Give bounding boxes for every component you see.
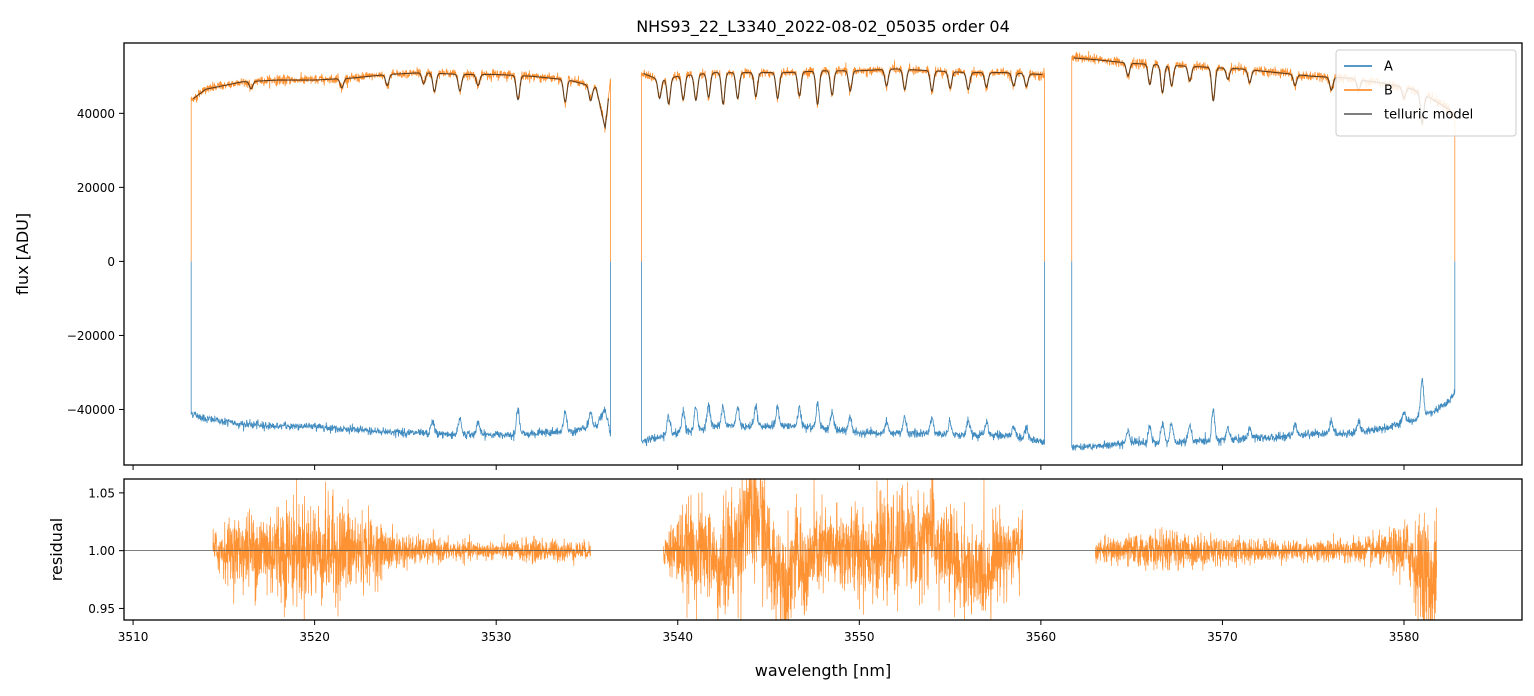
residual-panel: 3510 3520 3530 3540 3550 3560 3570 3580 0.95 1.00… bbox=[47, 478, 1523, 680]
flux-y-axis-label: flux [ADU] bbox=[13, 213, 32, 295]
x-tick-label-3530: 3530 bbox=[481, 630, 512, 644]
series-B-segment-1 bbox=[190, 67, 611, 262]
legend-label-series-a: A bbox=[1384, 60, 1393, 75]
residual-segment-1 bbox=[212, 479, 591, 620]
series-B-segment-2 bbox=[641, 60, 1045, 262]
flux-y-tick-label-0: 0 bbox=[107, 255, 115, 269]
x-tick-label-3510: 3510 bbox=[118, 630, 149, 644]
residual-series-group bbox=[212, 479, 1438, 620]
series-A-segment-1 bbox=[190, 261, 611, 442]
telluric-model-segment-1 bbox=[192, 72, 610, 130]
chart-title: NHS93_22_L3340_2022-08-02_05035 order 04 bbox=[636, 17, 1010, 37]
x-tick-label-3540: 3540 bbox=[662, 630, 693, 644]
residual-segment-3 bbox=[1094, 507, 1438, 620]
telluric-model-segment-2 bbox=[643, 68, 1043, 106]
residual-plot-frame bbox=[123, 478, 1523, 621]
flux-y-tick-label-20000: 20000 bbox=[77, 181, 115, 195]
flux-y-tick-label--40000: −40000 bbox=[67, 403, 115, 417]
residual-y-axis-label: residual bbox=[47, 518, 66, 581]
series-A-segment-2 bbox=[641, 261, 1045, 447]
residual-y-tick-label-1.05: 1.05 bbox=[88, 486, 115, 500]
legend-label-telluric-model: telluric model bbox=[1384, 108, 1473, 123]
residual-axis-ticks: 3510 3520 3530 3540 3550 3560 3570 3580 0.95 1.00… bbox=[88, 486, 1419, 644]
x-tick-label-3570: 3570 bbox=[1207, 630, 1238, 644]
residual-y-tick-label-0.95: 0.95 bbox=[88, 602, 115, 616]
x-tick-label-3560: 3560 bbox=[1026, 630, 1057, 644]
flux-y-tick-label-40000: 40000 bbox=[77, 107, 115, 121]
legend-box bbox=[1335, 49, 1517, 137]
x-tick-label-3520: 3520 bbox=[299, 630, 330, 644]
legend-label-series-b: B bbox=[1384, 84, 1393, 99]
flux-axis-ticks: −40000 −20000 0 20000 40000 bbox=[67, 107, 1405, 470]
flux-y-tick-label--20000: −20000 bbox=[67, 329, 115, 343]
x-tick-label-3550: 3550 bbox=[844, 630, 875, 644]
series-A-segment-3 bbox=[1071, 261, 1456, 451]
flux-plot-frame bbox=[123, 42, 1523, 466]
residual-segment-2 bbox=[662, 479, 1024, 620]
flux-panel: −40000 −20000 0 20000 40000 flux [ADU] ABtel… bbox=[13, 42, 1523, 470]
residual-y-tick-label-1: 1.00 bbox=[88, 544, 115, 558]
flux-series-group bbox=[190, 51, 1456, 451]
x-axis-label: wavelength [nm] bbox=[755, 661, 892, 680]
x-tick-label-3580: 3580 bbox=[1389, 630, 1420, 644]
